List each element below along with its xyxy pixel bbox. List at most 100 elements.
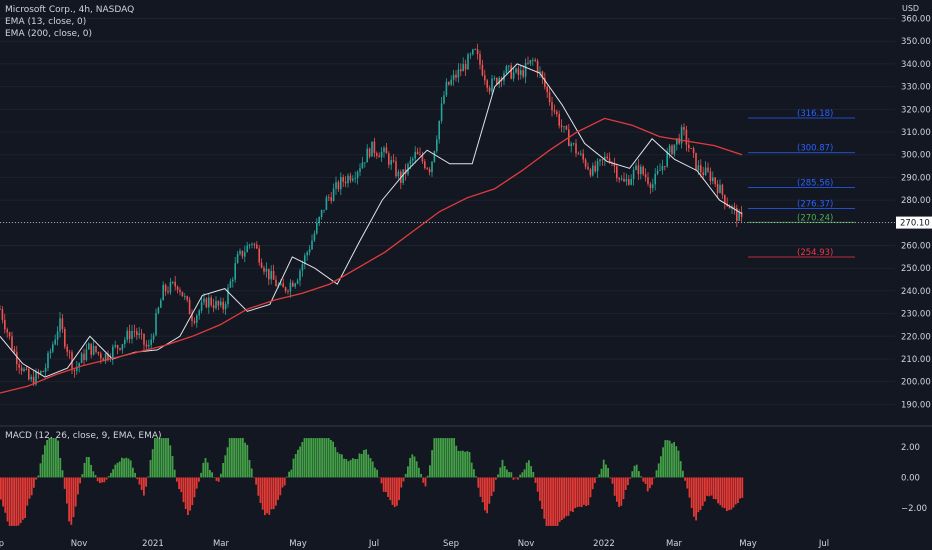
candle-body — [556, 111, 558, 115]
macd-bar — [358, 453, 361, 478]
symbol-title[interactable]: Microsoft Corp., 4h, NASDAQ — [5, 5, 135, 15]
macd-bar — [228, 438, 231, 478]
macd-bar — [657, 463, 660, 478]
macd-bar — [367, 454, 370, 478]
macd-bar — [668, 440, 671, 478]
macd-bar — [338, 453, 341, 478]
candle-body — [28, 369, 30, 380]
macd-bar — [715, 477, 717, 500]
macd-bar — [105, 477, 108, 480]
macd-bar — [4, 477, 7, 513]
candle-body — [709, 171, 712, 182]
candle-body — [474, 49, 476, 51]
candle-body — [551, 101, 553, 111]
level-label-2: (285.56) — [797, 178, 833, 188]
candle-body — [584, 159, 587, 167]
time-tick-label: Jul — [818, 539, 829, 549]
macd-bar — [393, 477, 396, 508]
macd-bar — [132, 467, 134, 478]
macd-bar — [732, 477, 735, 508]
macd-bar — [0, 477, 2, 500]
macd-bar — [19, 477, 22, 524]
candle-body — [244, 252, 246, 257]
ema13-legend[interactable]: EMA (13, close, 0) — [5, 17, 87, 27]
candle-body — [49, 351, 52, 353]
candle-body — [172, 282, 174, 283]
macd-bar — [627, 477, 629, 486]
macd-bar — [173, 469, 176, 478]
macd-bar — [649, 477, 651, 489]
price-axis[interactable]: 190.00 200.00 210.00 220.00 230.00 240.00 250.… — [901, 15, 931, 411]
macd-bar — [327, 438, 330, 478]
candle-body — [548, 92, 551, 102]
level-label-0: (316.18) — [797, 109, 833, 119]
macd-bar — [464, 451, 466, 478]
macd-bar — [589, 477, 592, 498]
time-tick-label: 2021 — [142, 539, 164, 549]
macd-bar — [15, 477, 18, 526]
macd-bar — [699, 477, 702, 510]
macd-bar — [8, 477, 11, 526]
candle-body — [316, 222, 318, 234]
candle-body — [68, 351, 71, 353]
time-tick-label: Nov — [518, 539, 535, 549]
candle-body — [596, 161, 599, 172]
macd-bar — [17, 477, 20, 526]
macd-axis[interactable]: 2.00 0.00 −2.00 — [901, 443, 927, 514]
macd-bar — [44, 445, 46, 478]
macd-bar — [110, 472, 112, 478]
candle-body — [66, 346, 68, 352]
candle-body — [131, 331, 133, 339]
candle-body — [239, 250, 241, 254]
macd-bar — [578, 477, 581, 507]
candle-body — [359, 168, 361, 172]
candle-body — [452, 74, 455, 80]
candle-body — [508, 65, 510, 67]
macd-bar — [640, 476, 642, 478]
candle-body — [460, 69, 462, 72]
candle-body — [275, 279, 277, 287]
level-label-5: (254.93) — [797, 248, 833, 258]
macd-bar — [360, 453, 363, 478]
macd-bar — [356, 458, 359, 478]
macd-bar — [140, 477, 143, 490]
macd-bar — [118, 461, 121, 478]
candle-body — [0, 309, 1, 310]
macd-bar — [528, 460, 530, 478]
macd-bar — [92, 471, 95, 478]
macd-bar — [101, 477, 103, 483]
macd-bar — [580, 477, 583, 508]
macd-bar — [701, 477, 704, 506]
macd-bar — [215, 477, 218, 481]
candle-body — [167, 291, 169, 293]
candle-body — [155, 313, 157, 336]
time-axis[interactable]: Sep Nov 2021 Mar May Jul Sep Nov 2022 Mar May Jul — [0, 539, 829, 549]
macd-bar — [149, 459, 152, 478]
candle-body — [222, 301, 224, 310]
candle-body — [599, 159, 601, 162]
macd-bar — [532, 471, 535, 478]
macd-bar — [624, 477, 627, 490]
macd-bar — [523, 469, 526, 478]
candle-body — [443, 95, 445, 104]
price-tick-label: 310.00 — [901, 128, 931, 138]
candle-body — [4, 319, 6, 330]
macd-bar — [334, 447, 337, 478]
macd-bar — [272, 477, 275, 510]
candle-body — [601, 159, 604, 161]
candle-body — [78, 363, 80, 367]
macd-bar — [402, 477, 405, 482]
macd-bar — [195, 477, 198, 489]
candle-body — [349, 175, 352, 181]
macd-bar — [638, 471, 640, 478]
candle-body — [661, 166, 664, 171]
macd-bar — [726, 477, 728, 512]
time-tick-label: Sep — [443, 539, 459, 549]
macd-bar — [688, 477, 691, 498]
macd-legend[interactable]: MACD (12, 26, close, 9, EMA, EMA) — [5, 431, 162, 441]
ema200-legend[interactable]: EMA (200, close, 0) — [5, 29, 93, 39]
candle-body — [258, 248, 260, 263]
macd-bar — [363, 449, 365, 478]
candle-body — [313, 233, 316, 241]
